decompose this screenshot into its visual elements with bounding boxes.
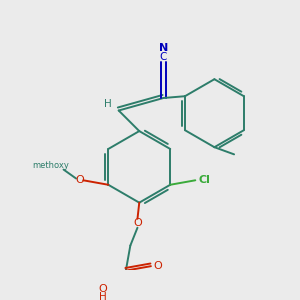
Text: C: C bbox=[160, 52, 167, 62]
Text: H: H bbox=[104, 99, 112, 109]
Text: O: O bbox=[133, 218, 142, 228]
Text: methoxy: methoxy bbox=[33, 160, 70, 169]
Text: O: O bbox=[98, 284, 107, 293]
Text: N: N bbox=[159, 43, 168, 53]
Text: O: O bbox=[75, 175, 84, 185]
Text: O: O bbox=[154, 261, 162, 271]
Text: H: H bbox=[99, 292, 106, 300]
Text: Cl: Cl bbox=[198, 175, 210, 185]
